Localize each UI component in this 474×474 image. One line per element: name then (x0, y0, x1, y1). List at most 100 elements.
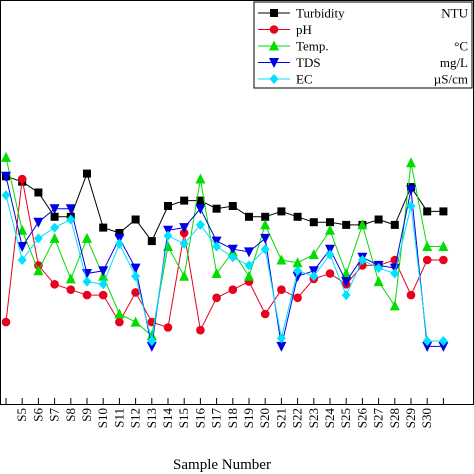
data-point-temp (438, 241, 449, 251)
data-point-tds (244, 247, 254, 258)
x-tick-label: S10 (95, 408, 110, 428)
x-tick-label: S24 (322, 408, 337, 429)
data-point-ph (50, 280, 59, 289)
data-point-ec (17, 255, 27, 265)
data-point-tds (341, 277, 352, 288)
data-point-ec (406, 201, 416, 211)
data-point-turbidity (50, 212, 59, 221)
data-point-ec (98, 279, 108, 290)
series-line-ec (5, 195, 444, 342)
data-point-turbidity (147, 237, 156, 246)
data-point-temp (422, 241, 433, 251)
data-point-ec (163, 230, 173, 241)
data-point-ph (1, 317, 11, 327)
data-point-ph (422, 255, 432, 265)
data-point-ec (131, 271, 141, 282)
legend-label: Temp. (296, 39, 329, 54)
data-point-temp (130, 316, 141, 327)
x-tick-label: S9 (79, 408, 94, 422)
data-point-temp (308, 249, 319, 260)
x-tick-label: S8 (63, 408, 78, 422)
data-point-ec (244, 260, 254, 271)
data-point-ec (212, 241, 222, 252)
data-point-tds (17, 242, 28, 252)
data-point-ec (114, 238, 124, 249)
data-point-ec (66, 214, 76, 225)
series-line-turbidity (5, 172, 444, 243)
data-point-ec (179, 238, 189, 249)
data-point-temp (49, 232, 60, 243)
data-point-tds (49, 204, 60, 215)
x-tick-label: S14 (160, 408, 175, 429)
data-point-temp (114, 308, 125, 319)
data-point-ph (358, 261, 367, 270)
legend-unit: NTU (441, 6, 468, 21)
legend-label: pH (296, 22, 312, 37)
data-point-turbidity (390, 220, 399, 229)
data-point-ec (293, 265, 303, 276)
x-tick-label: S20 (257, 408, 272, 428)
x-tick-label: S30 (419, 408, 434, 428)
data-point-temp (163, 241, 173, 251)
data-point-ec (374, 263, 384, 274)
data-point-ph (17, 174, 27, 184)
data-point-turbidity (228, 202, 237, 210)
x-tick-label: S12 (128, 408, 143, 428)
data-point-ph (325, 269, 335, 278)
x-tick-label: S22 (290, 408, 305, 428)
x-tick-label: S13 (144, 408, 159, 428)
data-point-turbidity (180, 196, 189, 205)
data-point-temp (276, 254, 287, 265)
series-ec (1, 190, 448, 346)
data-point-tds (227, 244, 238, 255)
data-point-tds (276, 341, 287, 352)
x-tick-label: S23 (306, 408, 321, 428)
data-point-ec (390, 268, 400, 279)
data-point-ph (163, 323, 173, 332)
data-point-ph (277, 285, 286, 295)
series-tds (1, 171, 449, 352)
legend-unit: µS/cm (434, 72, 468, 87)
legend-item-turbidity: Turbidity NTU (258, 6, 469, 21)
data-point-tds (98, 266, 109, 277)
data-point-ph (260, 309, 270, 319)
data-point-tds (33, 217, 44, 228)
data-point-ec (422, 336, 432, 346)
data-point-turbidity (245, 212, 253, 221)
x-tick-label: S18 (225, 408, 240, 428)
data-point-ph (439, 255, 448, 265)
data-point-ph (406, 290, 416, 300)
legend: Turbidity NTU pH Temp. °C TDS mg/L EC µS/cm (253, 1, 473, 89)
legend-label: Turbidity (296, 6, 345, 21)
legend-item-temp: Temp. °C (258, 39, 468, 54)
data-point-temp (260, 219, 271, 230)
data-point-ec (50, 222, 60, 233)
data-point-ec (341, 290, 351, 301)
legend-marker (270, 9, 278, 17)
x-tick-label: S16 (192, 408, 207, 429)
data-point-ec (438, 336, 448, 346)
legend-item-ph: pH (258, 22, 312, 37)
data-point-temp (244, 270, 254, 281)
data-point-temp (292, 257, 303, 268)
data-point-turbidity (131, 215, 140, 224)
x-tick-label: S5 (14, 408, 29, 422)
data-point-temp (389, 300, 400, 311)
data-point-temp (17, 224, 28, 235)
data-point-ec (228, 252, 238, 263)
legend-item-ec: EC µS/cm (258, 72, 468, 87)
data-point-ec (195, 219, 205, 230)
x-axis: S5 S6 S7 S8 S9 S10 S11 S12 S13 S14 S15 S16 S17 S18 S19… (5, 398, 444, 429)
series-line-ph (5, 178, 444, 332)
data-point-tds (260, 233, 271, 244)
x-tick-label: S28 (387, 408, 402, 428)
legend-box (253, 1, 473, 89)
legend-marker (269, 40, 279, 51)
x-tick-label: S7 (47, 408, 62, 422)
data-point-turbidity (212, 204, 221, 213)
legend-unit: °C (454, 39, 468, 54)
data-point-tds (422, 341, 433, 352)
data-point-ph (293, 293, 302, 303)
series-ph (1, 174, 448, 335)
data-point-temp (357, 219, 368, 230)
